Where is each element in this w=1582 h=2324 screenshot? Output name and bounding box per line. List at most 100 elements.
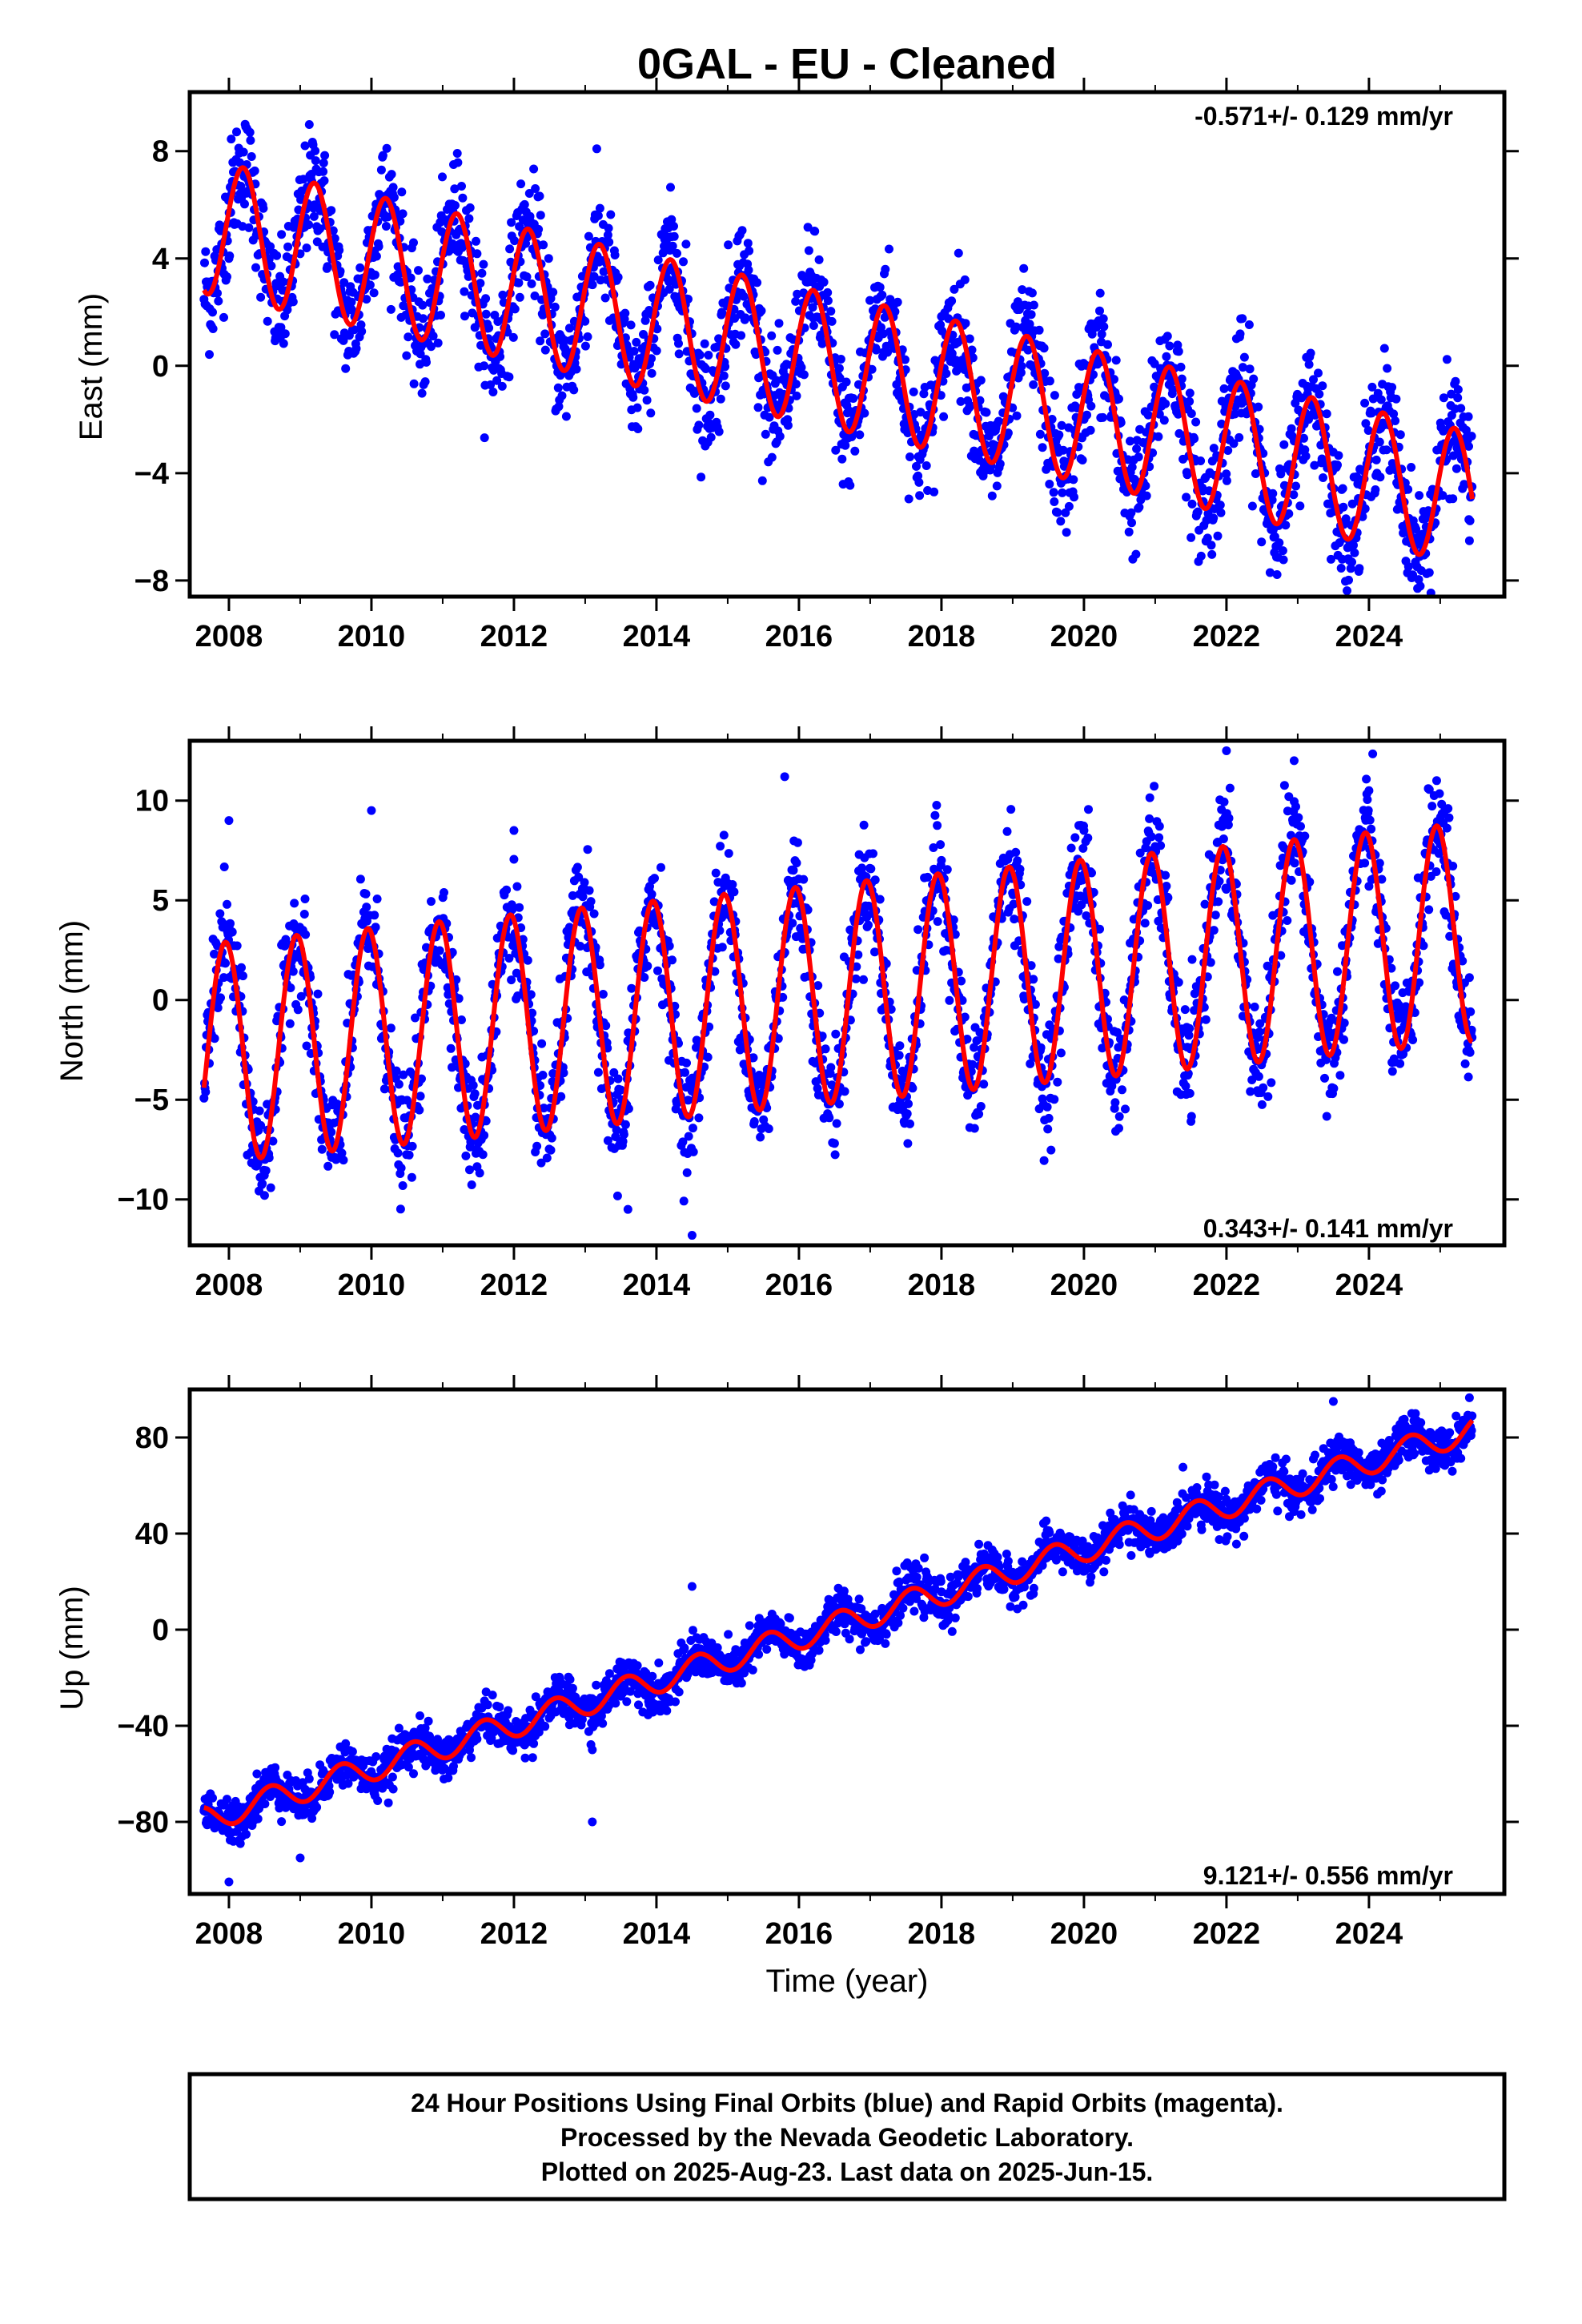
east-data-point — [890, 307, 900, 316]
east-data-point — [1336, 564, 1346, 573]
north-data-point — [1154, 822, 1164, 831]
north-data-point — [559, 1068, 568, 1078]
east-data-point — [418, 300, 428, 310]
east-data-point — [954, 248, 963, 258]
east-data-point — [761, 429, 770, 439]
east-data-point — [1132, 444, 1142, 453]
east-data-point — [704, 351, 713, 360]
east-data-point — [1254, 402, 1263, 412]
east-data-point — [745, 246, 754, 255]
east-data-point — [465, 203, 475, 212]
north-data-point — [293, 1005, 303, 1015]
north-data-point — [1039, 1156, 1049, 1165]
east-data-point — [504, 372, 514, 382]
north-outlier-point — [1222, 746, 1231, 755]
east-data-point — [593, 211, 603, 220]
north-data-point — [446, 1043, 456, 1053]
east-data-point — [1424, 568, 1434, 577]
east-data-point — [414, 266, 423, 275]
east-data-point — [1134, 452, 1143, 462]
north-data-point — [894, 1051, 904, 1060]
east-rate-label: -0.571+/- 0.129 mm/yr — [1195, 102, 1453, 131]
east-data-point — [371, 251, 381, 261]
east-data-point — [404, 332, 413, 342]
north-data-point — [1026, 1059, 1035, 1068]
north-data-point — [372, 895, 382, 903]
north-outlier-point — [780, 772, 789, 782]
east-data-point — [1270, 532, 1279, 541]
north-data-point — [1187, 955, 1197, 964]
north-data-point — [564, 923, 574, 932]
east-data-point — [1230, 409, 1239, 419]
east-data-point — [409, 379, 419, 388]
east-data-point — [311, 156, 320, 166]
east-data-point — [283, 242, 293, 251]
east-data-point — [362, 295, 371, 304]
north-data-point — [1113, 1027, 1122, 1037]
east-data-point — [599, 267, 608, 276]
east-data-point — [1355, 564, 1364, 573]
east-data-point — [477, 268, 487, 278]
east-data-point — [1379, 344, 1389, 353]
east-data-point — [1318, 381, 1327, 391]
north-data-point — [542, 1153, 552, 1163]
north-data-point — [960, 1012, 970, 1022]
north-data-point — [1046, 1145, 1056, 1155]
north-data-point — [754, 1071, 764, 1080]
north-data-point — [232, 941, 242, 951]
east-data-point — [452, 149, 462, 158]
north-data-point — [1360, 858, 1370, 868]
east-data-point — [223, 272, 231, 282]
east-data-point — [668, 241, 677, 251]
east-data-point — [1038, 443, 1047, 452]
east-data-point — [724, 240, 733, 250]
north-y-tick-label: 5 — [152, 884, 169, 918]
east-data-point — [669, 222, 678, 231]
north-data-point — [1082, 911, 1091, 920]
north-data-point — [440, 888, 448, 897]
north-x-tick-label: 2016 — [765, 1269, 833, 1302]
east-data-point — [1278, 546, 1287, 556]
north-data-point — [1053, 1077, 1062, 1087]
north-x-tick-label: 2010 — [338, 1269, 406, 1302]
north-data-point — [932, 801, 942, 810]
north-data-point — [386, 1023, 396, 1033]
east-data-point — [1131, 549, 1141, 559]
east-data-point — [721, 362, 730, 372]
east-data-point — [1185, 396, 1195, 406]
up-x-tick-label: 2008 — [195, 1917, 263, 1951]
east-data-point — [536, 336, 545, 346]
north-data-point — [788, 919, 797, 928]
east-data-point — [620, 308, 630, 318]
north-x-tick-label: 2018 — [908, 1269, 976, 1302]
east-data-point — [1447, 389, 1456, 399]
east-data-point — [497, 381, 507, 391]
north-data-point — [627, 983, 636, 993]
north-data-point — [538, 1071, 548, 1080]
north-data-point — [1030, 999, 1040, 1009]
north-data-point — [1156, 841, 1166, 850]
north-data-point — [929, 843, 938, 852]
east-data-point — [1367, 408, 1376, 418]
east-data-point — [914, 477, 924, 487]
east-data-point — [739, 292, 749, 301]
east-data-point — [539, 240, 548, 250]
east-data-point — [510, 304, 520, 314]
north-data-point — [799, 875, 809, 884]
east-data-point — [251, 263, 260, 272]
east-data-point — [266, 242, 275, 251]
north-data-point — [417, 1074, 426, 1084]
north-data-point — [1431, 867, 1441, 876]
north-data-point — [264, 1153, 274, 1163]
east-data-point — [200, 258, 209, 267]
east-data-point — [351, 344, 361, 353]
east-data-point — [1056, 517, 1066, 526]
east-data-point — [279, 339, 288, 348]
east-data-point — [311, 146, 320, 155]
east-data-point — [1053, 508, 1062, 517]
east-data-point — [695, 350, 705, 360]
north-data-point — [473, 1100, 482, 1110]
north-data-point — [379, 1084, 389, 1094]
east-data-point — [714, 427, 724, 436]
north-data-point — [1283, 916, 1292, 925]
